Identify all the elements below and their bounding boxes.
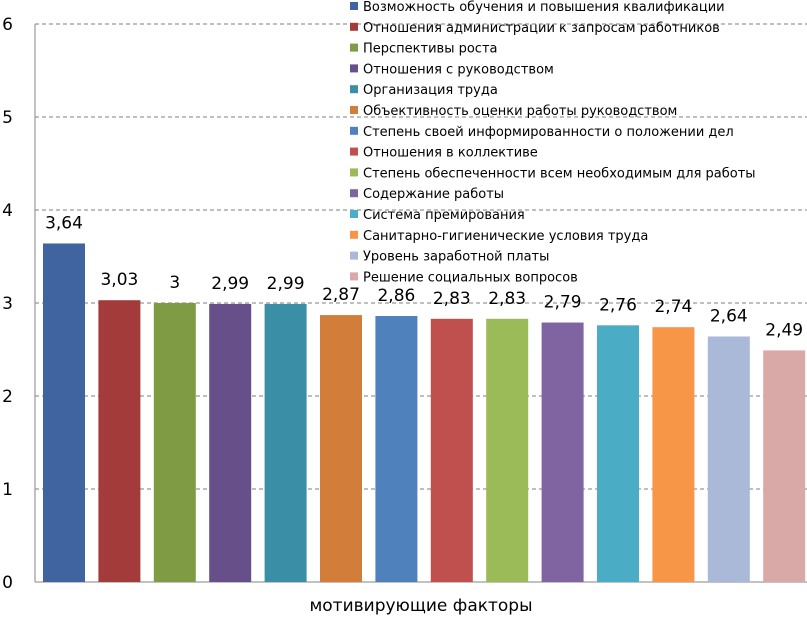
bar	[486, 318, 529, 582]
bar	[707, 336, 750, 582]
legend-label: Степень обеспеченности всем необходимым …	[363, 166, 756, 181]
data-labels: 3,64 3,03 3 2,99 2,99 2,87 2,86 2,83 2,83 2,79 2,7…	[45, 213, 803, 340]
data-label: 2,83	[488, 289, 526, 309]
bar	[264, 303, 307, 582]
bar	[320, 315, 362, 582]
legend-swatch	[350, 43, 358, 52]
data-label: 2,49	[765, 320, 803, 340]
bar	[597, 325, 639, 582]
data-label: 2,99	[267, 274, 305, 294]
legend-label: Отношения в коллективе	[363, 146, 538, 161]
legend-label: Санитарно-гигиенические условия труда	[363, 229, 648, 244]
legend-label: Отношения с руководством	[363, 62, 554, 77]
y-tick-label: 4	[2, 201, 13, 221]
legend-swatch	[350, 126, 358, 135]
legend-swatch	[350, 251, 358, 260]
bars	[43, 243, 806, 583]
data-label: 2,99	[211, 274, 249, 294]
bar	[375, 316, 418, 582]
bar	[98, 300, 141, 582]
legend-swatch	[350, 106, 358, 114]
legend-swatch	[350, 147, 358, 156]
legend-label: Решение социальных вопросов	[363, 270, 578, 285]
legend-swatch	[350, 168, 358, 177]
legend-swatch	[350, 210, 358, 218]
legend-swatch	[350, 64, 358, 73]
bar	[153, 303, 196, 582]
bar	[430, 318, 473, 582]
legend-swatch	[350, 2, 358, 10]
data-label: 3,64	[45, 213, 83, 233]
y-tick-label: 0	[2, 573, 13, 593]
legend-swatch	[350, 189, 358, 198]
bar	[763, 350, 806, 582]
data-label: 2,86	[377, 286, 415, 306]
bar	[209, 303, 252, 582]
legend-label: Перспективы роста	[363, 42, 498, 57]
legend-swatch	[350, 85, 358, 94]
bar	[541, 322, 584, 582]
legend: Возможность обучения и повышения квалифи…	[350, 0, 756, 285]
y-axis-ticks: 0 1 2 3 4 5 6	[2, 15, 13, 593]
data-label: 2,74	[654, 297, 692, 317]
legend-label: Организация труда	[363, 83, 498, 98]
legend-label: Отношения администрации к запросам работ…	[363, 21, 720, 36]
y-tick-label: 1	[2, 480, 13, 500]
data-label: 2,87	[322, 285, 360, 305]
data-label: 2,76	[599, 295, 637, 315]
legend-label: Степень своей информированности о положе…	[363, 125, 734, 140]
legend-label: Уровень заработной платы	[363, 250, 549, 265]
data-label: 2,64	[710, 306, 748, 326]
legend-label: Содержание работы	[363, 187, 504, 202]
legend-label: Возможность обучения и повышения квалифи…	[363, 0, 725, 15]
x-axis-title: мотивирующие факторы	[309, 596, 532, 616]
legend-label: Система премирования	[363, 208, 525, 223]
y-tick-label: 2	[2, 387, 13, 407]
legend-swatch	[350, 230, 358, 239]
legend-swatch	[350, 22, 358, 31]
data-label: 2,79	[544, 293, 582, 313]
data-label: 2,83	[433, 289, 471, 309]
y-tick-label: 3	[2, 294, 13, 314]
bar	[43, 243, 85, 583]
data-label: 3	[169, 273, 180, 293]
legend-swatch	[350, 272, 358, 281]
bar	[652, 327, 695, 582]
legend-label: Объективность оценки работы руководством	[363, 104, 677, 119]
data-label: 3,03	[100, 270, 138, 290]
y-tick-label: 6	[2, 15, 13, 35]
y-tick-label: 5	[2, 108, 13, 128]
